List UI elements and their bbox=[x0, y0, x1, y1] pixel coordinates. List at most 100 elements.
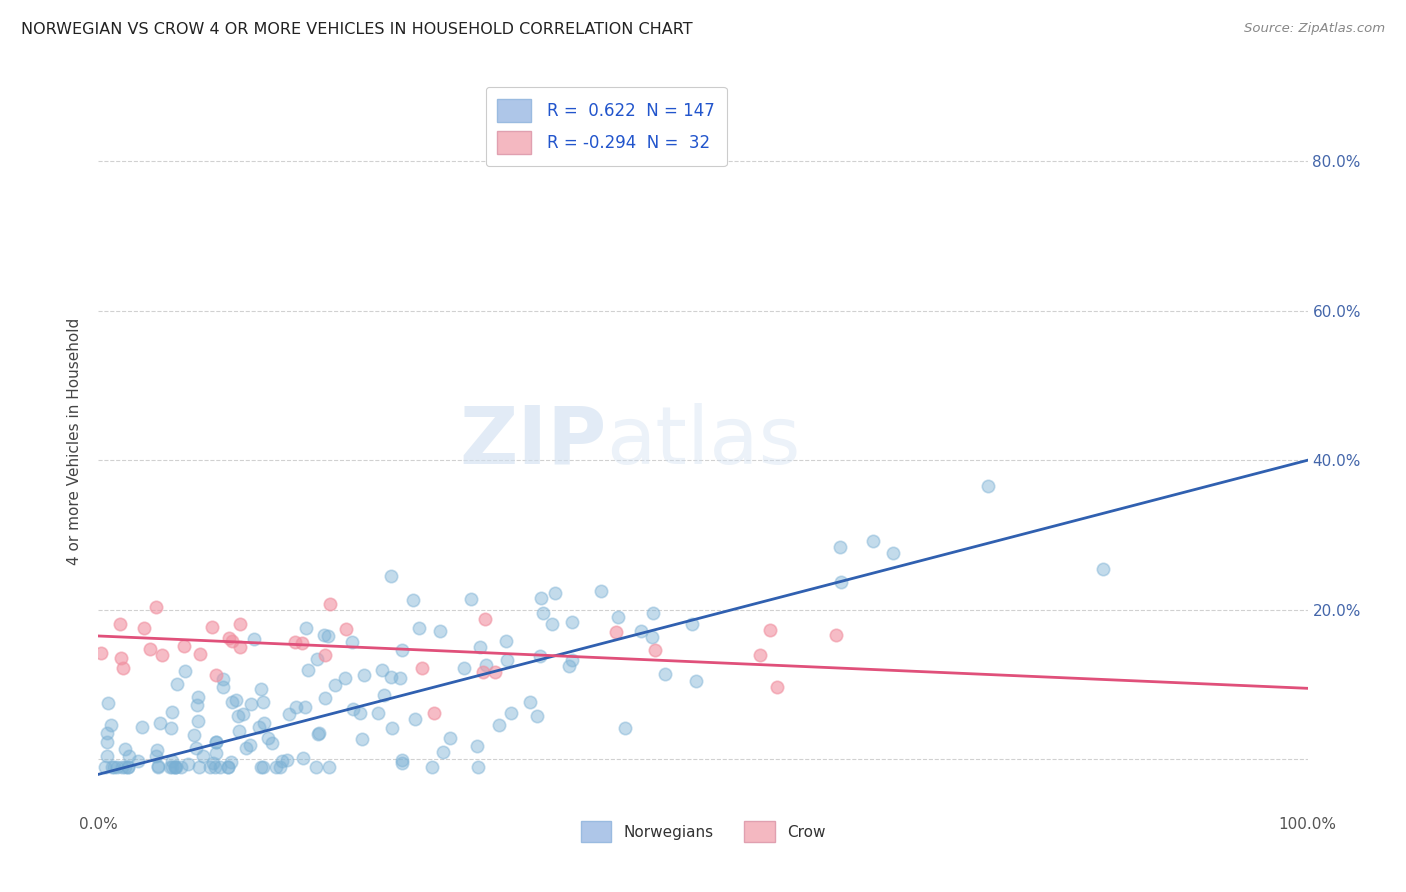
Point bbox=[501, 706, 523, 720]
Point bbox=[681, 616, 703, 631]
Point bbox=[530, 591, 553, 605]
Point bbox=[307, 726, 329, 740]
Point bbox=[170, 760, 193, 774]
Point bbox=[257, 731, 280, 745]
Point bbox=[225, 692, 247, 706]
Point bbox=[173, 639, 195, 653]
Point bbox=[218, 631, 240, 645]
Point bbox=[544, 586, 567, 600]
Point bbox=[292, 750, 315, 764]
Point bbox=[96, 748, 118, 763]
Text: ZIP: ZIP bbox=[458, 402, 606, 481]
Point bbox=[150, 648, 173, 663]
Point bbox=[186, 714, 208, 729]
Point bbox=[108, 617, 131, 632]
Point bbox=[314, 648, 336, 662]
Point bbox=[312, 628, 335, 642]
Point bbox=[429, 624, 451, 638]
Point bbox=[183, 728, 205, 742]
Point bbox=[252, 695, 274, 709]
Point bbox=[253, 715, 276, 730]
Point bbox=[613, 722, 636, 736]
Legend: Norwegians, Crow: Norwegians, Crow bbox=[575, 814, 831, 848]
Point bbox=[105, 760, 128, 774]
Point bbox=[97, 696, 120, 710]
Point bbox=[541, 616, 564, 631]
Point bbox=[335, 671, 357, 685]
Point bbox=[389, 671, 412, 685]
Point bbox=[212, 680, 235, 694]
Point bbox=[420, 760, 443, 774]
Point bbox=[439, 731, 461, 745]
Point bbox=[606, 610, 628, 624]
Point bbox=[89, 646, 111, 660]
Point bbox=[766, 680, 789, 694]
Point bbox=[759, 624, 782, 638]
Point bbox=[411, 661, 433, 675]
Point bbox=[160, 721, 183, 735]
Point bbox=[373, 688, 395, 702]
Point bbox=[342, 702, 364, 716]
Point bbox=[219, 756, 242, 770]
Point bbox=[323, 678, 346, 692]
Point bbox=[391, 753, 413, 767]
Point bbox=[519, 696, 541, 710]
Point bbox=[269, 760, 291, 774]
Point bbox=[474, 612, 496, 626]
Point bbox=[561, 653, 583, 667]
Point bbox=[685, 674, 707, 689]
Point bbox=[159, 760, 181, 774]
Y-axis label: 4 or more Vehicles in Household: 4 or more Vehicles in Household bbox=[66, 318, 82, 566]
Point bbox=[232, 706, 254, 721]
Point bbox=[380, 569, 402, 583]
Point bbox=[211, 672, 233, 686]
Point bbox=[496, 653, 519, 667]
Point bbox=[262, 736, 284, 750]
Point bbox=[165, 760, 187, 774]
Point bbox=[297, 663, 319, 677]
Point bbox=[96, 735, 118, 749]
Point bbox=[640, 630, 662, 644]
Point bbox=[250, 682, 273, 697]
Point bbox=[605, 624, 627, 639]
Point bbox=[475, 658, 498, 673]
Point bbox=[117, 760, 139, 774]
Point bbox=[184, 741, 207, 756]
Point bbox=[103, 760, 125, 774]
Point bbox=[188, 647, 211, 661]
Point bbox=[148, 716, 170, 731]
Point bbox=[208, 760, 231, 774]
Point bbox=[460, 592, 482, 607]
Point bbox=[204, 735, 226, 749]
Point bbox=[335, 622, 357, 636]
Point bbox=[404, 712, 426, 726]
Point bbox=[132, 622, 155, 636]
Point bbox=[204, 760, 226, 774]
Point bbox=[201, 620, 224, 634]
Point bbox=[276, 753, 298, 767]
Point bbox=[591, 584, 613, 599]
Point bbox=[148, 758, 170, 772]
Point bbox=[488, 718, 510, 732]
Point bbox=[484, 665, 506, 680]
Point bbox=[644, 643, 666, 657]
Text: NORWEGIAN VS CROW 4 OR MORE VEHICLES IN HOUSEHOLD CORRELATION CHART: NORWEGIAN VS CROW 4 OR MORE VEHICLES IN … bbox=[21, 22, 693, 37]
Point bbox=[239, 738, 262, 752]
Point bbox=[252, 760, 274, 774]
Point bbox=[862, 534, 884, 549]
Point bbox=[432, 745, 454, 759]
Point bbox=[342, 635, 364, 649]
Point bbox=[264, 760, 287, 774]
Point bbox=[371, 664, 394, 678]
Point bbox=[977, 479, 1000, 493]
Point bbox=[117, 760, 139, 774]
Point bbox=[111, 661, 134, 675]
Point bbox=[291, 636, 314, 650]
Point bbox=[305, 652, 328, 666]
Point bbox=[217, 760, 239, 774]
Point bbox=[308, 725, 330, 739]
Point bbox=[467, 760, 489, 774]
Point bbox=[319, 597, 342, 611]
Point bbox=[96, 726, 118, 740]
Point bbox=[402, 593, 425, 607]
